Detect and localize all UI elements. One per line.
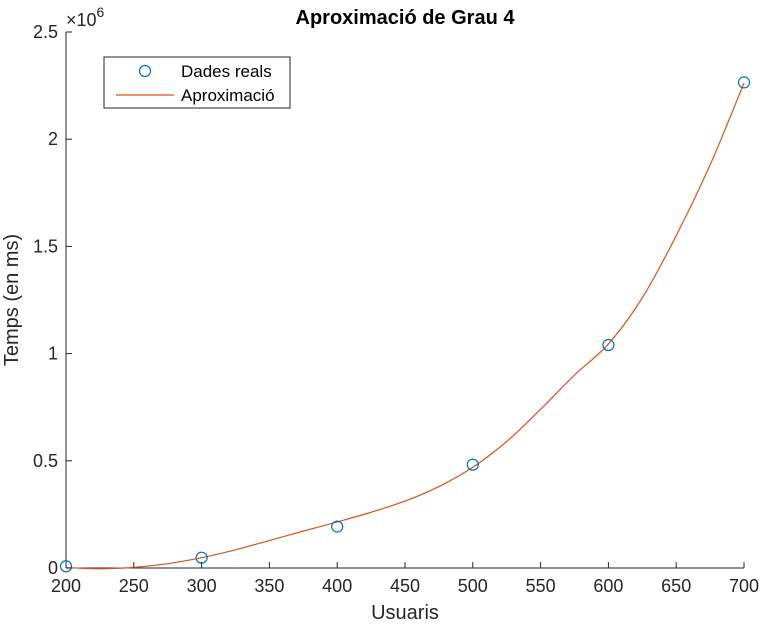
x-tick-label: 300 [187,576,217,596]
y-tick-label: 0 [48,558,58,578]
data-point [466,458,479,471]
ticks-layer: 200 250 300 350 400 450 500 550 600 650 700 0 0.5 1 1.… [33,22,759,596]
x-tick-label: 450 [390,576,420,596]
plot-area [66,32,744,568]
y-multiplier: ×106 [66,4,105,30]
x-axis-label: Usuaris [371,602,439,624]
y-multiplier-times: × [66,10,77,30]
x-tick-label: 400 [322,576,352,596]
data-point [331,520,344,533]
x-tick-label: 550 [526,576,556,596]
x-tick-label: 700 [729,576,759,596]
legend-entry-label: Aproximació [181,86,275,105]
x-tick-label: 500 [458,576,488,596]
y-tick-label: 1.5 [33,236,58,256]
data-point [737,76,751,89]
y-tick-label: 1 [48,344,58,364]
legend: Dades reals Aproximació [103,56,291,109]
x-tick-label: 350 [254,576,284,596]
x-tick-label: 600 [593,576,623,596]
chart-title: Aproximació de Grau 4 [296,7,516,29]
y-multiplier-exponent: 6 [97,4,105,20]
y-axis-label: Temps (en ms) [1,234,23,366]
series-line-aproximacio [65,82,745,570]
y-multiplier-base: 10 [77,10,97,30]
x-tick-label: 250 [119,576,149,596]
data-point [602,338,615,352]
y-tick-label: 2.5 [33,22,58,42]
y-tick-label: 2 [48,129,58,149]
plot-background [66,32,744,568]
legend-entry-label: Dades reals [181,62,272,81]
legend-box [103,56,291,109]
y-tick-label: 0.5 [33,451,58,471]
x-tick-label: 200 [51,576,81,596]
data-point [59,560,73,573]
legend-marker-dades-reals [138,64,152,78]
x-tick-label: 650 [661,576,691,596]
